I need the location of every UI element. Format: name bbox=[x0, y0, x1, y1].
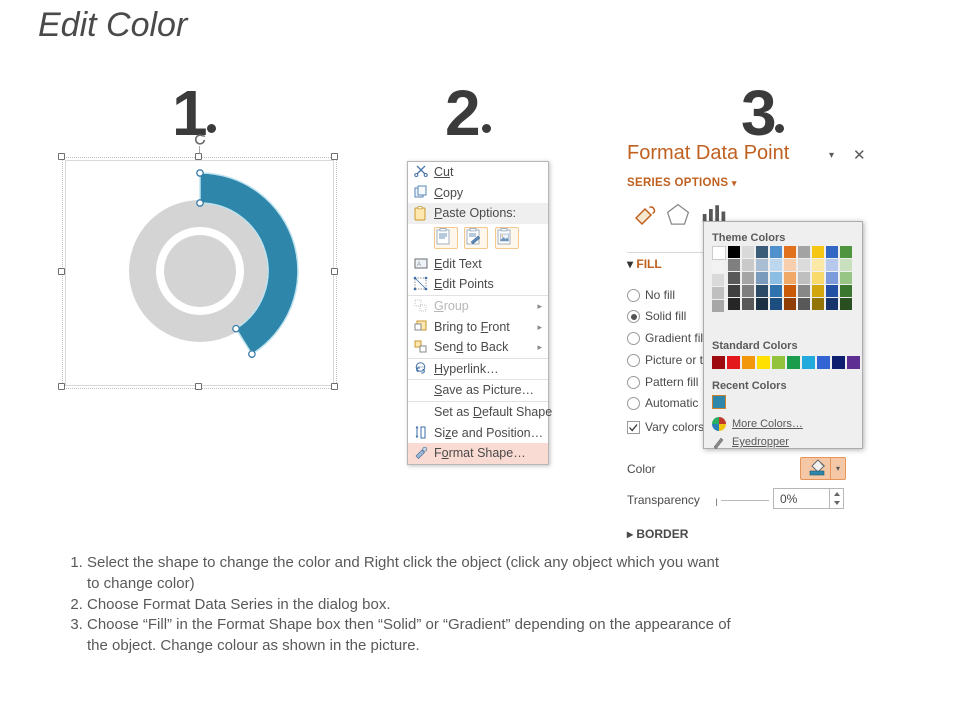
svg-text:A: A bbox=[417, 262, 421, 268]
